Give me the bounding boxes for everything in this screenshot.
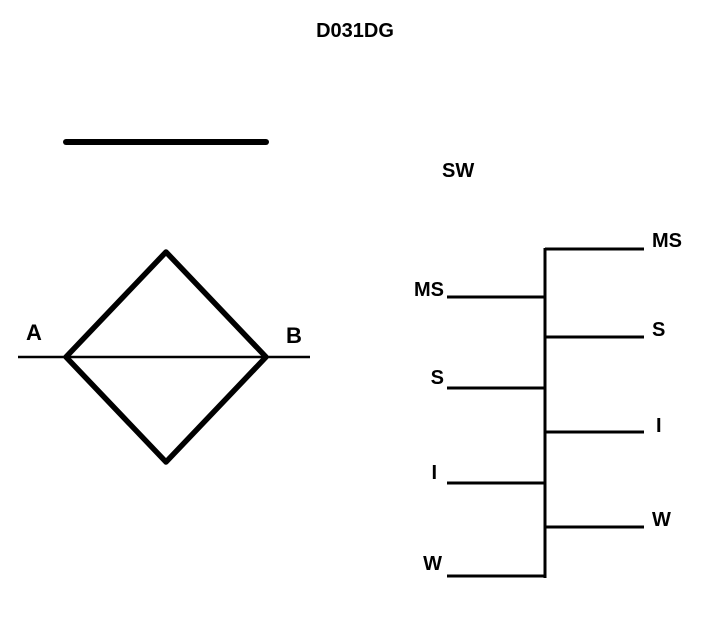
right-label-i: I [656,415,662,437]
left-label-ms: MS [414,279,444,301]
sw-heading: SW [442,160,474,182]
right-label-s: S [652,319,665,341]
port-b-label: B [286,323,302,348]
diamond-shape [63,249,269,465]
port-a-label: A [26,320,42,345]
left-label-s: S [431,367,444,389]
left-label-i: I [431,462,437,484]
right-label-w: W [652,509,671,531]
right-label-ms: MS [652,230,682,252]
left-label-w: W [423,553,442,575]
diagram-title: D031DG [316,20,394,42]
